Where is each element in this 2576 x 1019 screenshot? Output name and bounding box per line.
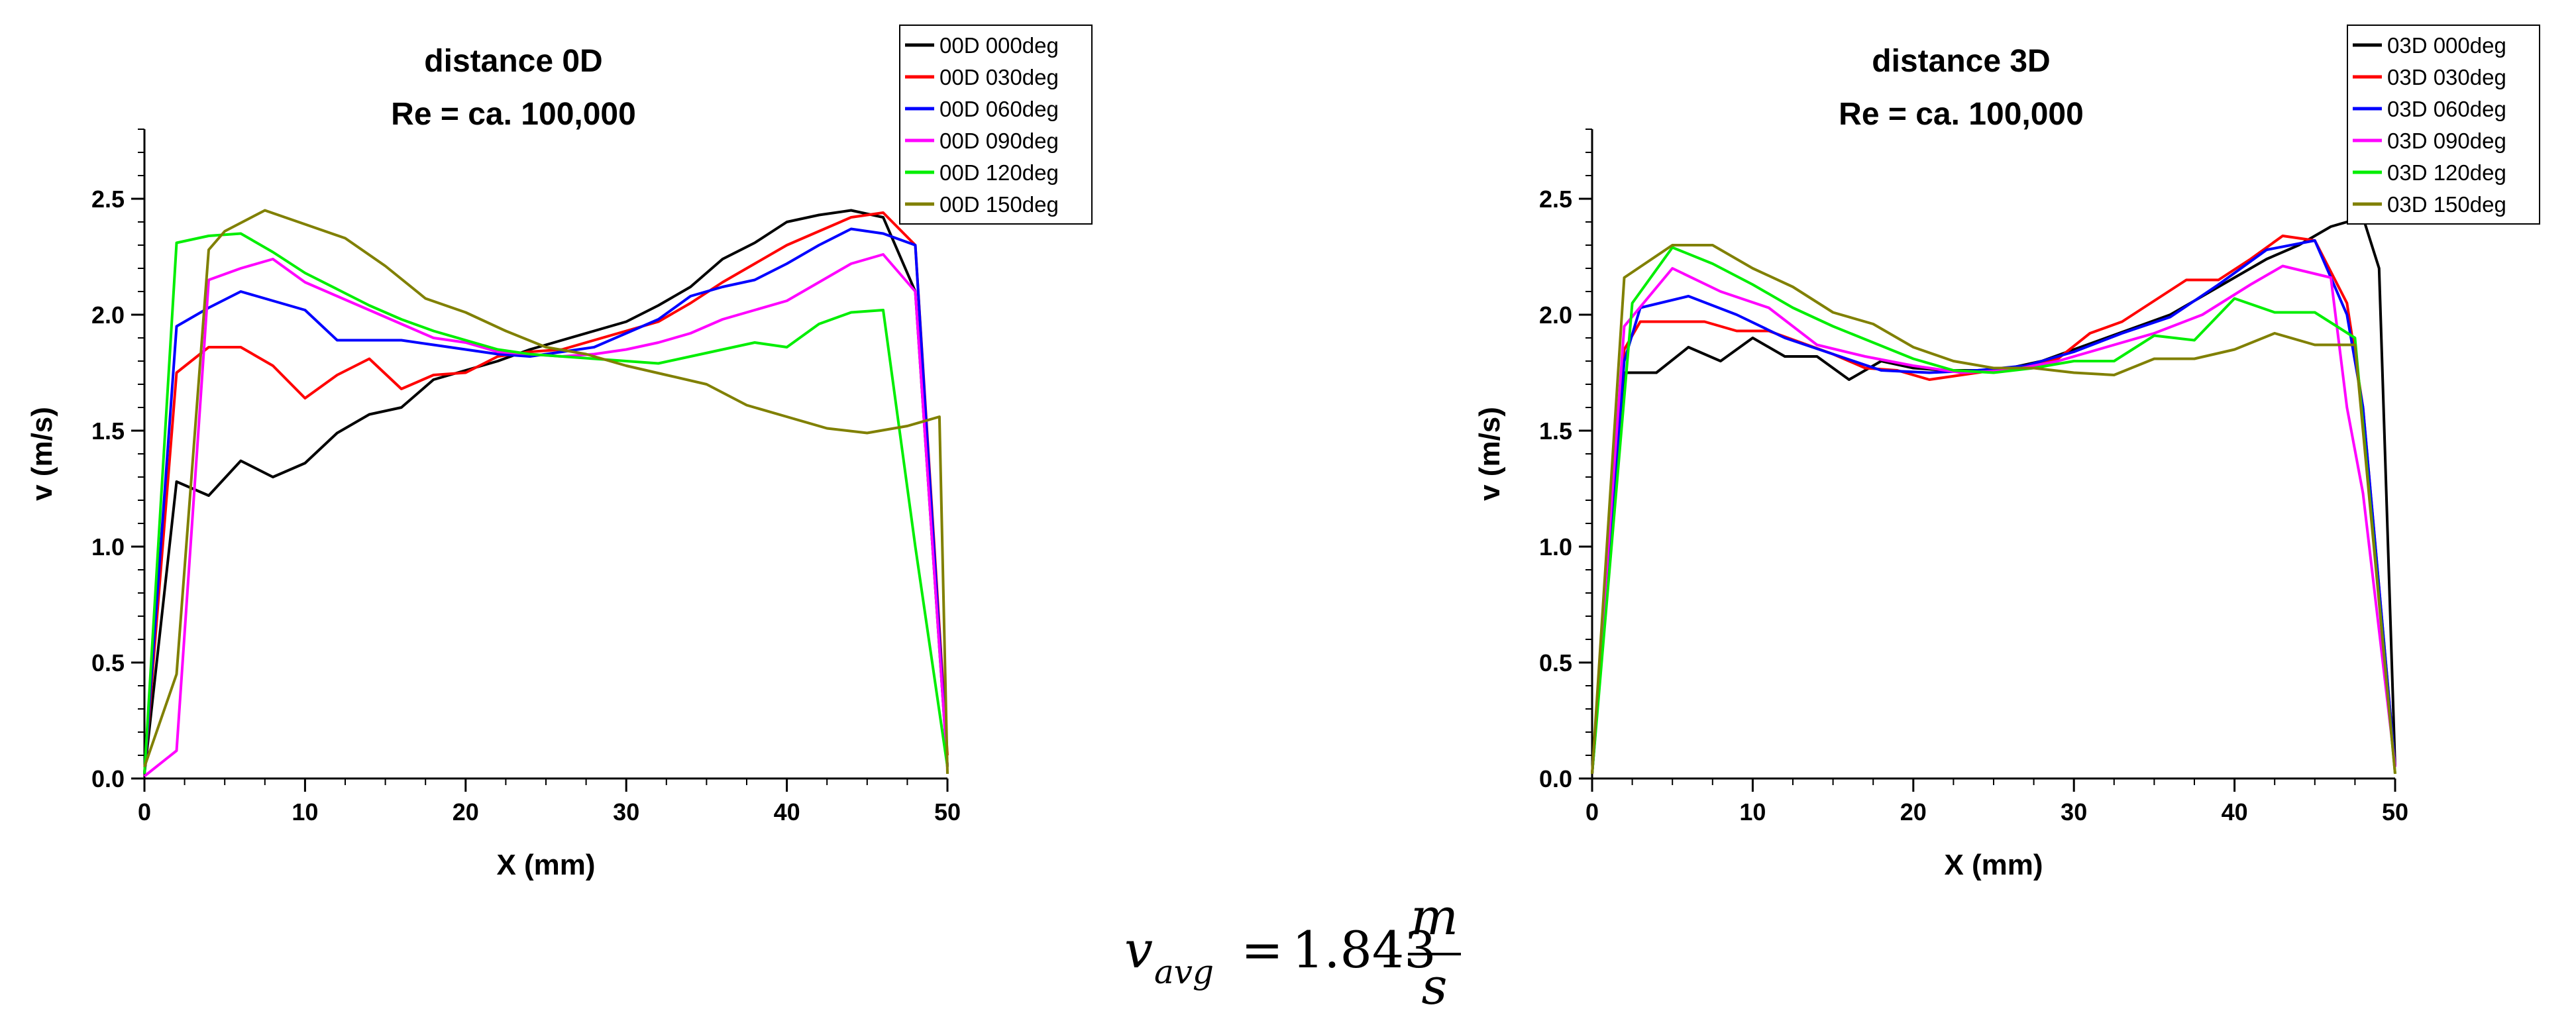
equation-value: 1.843 — [1292, 920, 1436, 979]
series-line-00d-090deg — [143, 253, 949, 778]
x-tick-label: 30 — [613, 798, 639, 826]
y-tick-label: 2.0 — [1539, 301, 1572, 329]
y-tick-label: 2.5 — [1539, 186, 1572, 213]
series-line-03d-030deg — [1591, 235, 2396, 775]
y-tick-label: 1.0 — [1539, 533, 1572, 561]
legend-label: 00D 090deg — [939, 129, 1059, 153]
legend: 00D 000deg 00D 030deg 00D 060deg 00D 090deg… — [899, 25, 1093, 225]
chart-title: distance 3D — [1872, 44, 2050, 79]
x-tick-label: 40 — [2222, 798, 2248, 826]
y-tick-label: 1.5 — [91, 417, 125, 445]
legend-label: 03D 150deg — [2387, 192, 2506, 217]
series-line-00d-120deg — [143, 232, 949, 775]
series-line-03d-150deg — [1591, 244, 2396, 775]
x-tick-label: 50 — [2382, 798, 2408, 826]
x-tick-label: 20 — [453, 798, 479, 826]
legend-label: 00D 060deg — [939, 97, 1059, 121]
series-line-03d-120deg — [1591, 246, 2396, 775]
series-line-00d-150deg — [143, 209, 949, 775]
legend-label: 00D 000deg — [939, 33, 1059, 58]
x-tick-label: 50 — [934, 798, 961, 826]
equation-variable: v — [1124, 920, 1153, 979]
y-axis-label: v (m/s) — [1474, 407, 1506, 501]
x-axis-label: X (mm) — [496, 849, 595, 881]
equation-subscript: avg — [1154, 953, 1214, 991]
chart-title: distance 0D — [424, 44, 602, 79]
legend-label: 00D 030deg — [939, 65, 1059, 89]
legend-label: 03D 120deg — [2387, 160, 2506, 185]
chart-distance-0d: distance 0D Re = ca. 100,000 0 10 20 30 40 50 0.… — [26, 25, 1093, 881]
chart-subtitle: Re = ca. 100,000 — [391, 97, 636, 132]
y-tick-label: 1.0 — [91, 533, 125, 561]
legend-label: 00D 150deg — [939, 192, 1059, 217]
x-tick-label: 20 — [1900, 798, 1927, 826]
equation-equals: = — [1241, 920, 1283, 979]
legend-label: 03D 060deg — [2387, 97, 2506, 121]
x-tick-label: 0 — [138, 798, 151, 826]
average-velocity-equation: v avg = 1.843 m s — [1124, 887, 1461, 1016]
x-tick-label: 10 — [292, 798, 318, 826]
y-tick-label: 2.5 — [91, 186, 125, 213]
legend-label: 03D 090deg — [2387, 129, 2506, 153]
series-line-03d-090deg — [1591, 264, 2396, 775]
x-tick-label: 10 — [1739, 798, 1766, 826]
equation-numerator: m — [1411, 887, 1458, 946]
y-tick-label: 0.0 — [1539, 765, 1572, 792]
y-tick-label: 1.5 — [1539, 417, 1572, 445]
series-line-03d-060deg — [1591, 239, 2396, 775]
y-tick-label: 0.5 — [1539, 649, 1572, 676]
chart-distance-3d: distance 3D Re = ca. 100,000 0 10 20 30 40 50 0.… — [1474, 25, 2540, 881]
x-axis-label: X (mm) — [1944, 849, 2043, 881]
x-tick-label: 0 — [1585, 798, 1599, 826]
series-line-00d-000deg — [143, 209, 949, 775]
legend-box — [899, 25, 1093, 225]
x-tick-label: 40 — [774, 798, 800, 826]
x-tick-label: 30 — [2061, 798, 2087, 826]
legend-label: 03D 030deg — [2387, 65, 2506, 89]
series-line-00d-030deg — [143, 211, 949, 775]
equation-denominator: s — [1421, 957, 1447, 1016]
legend-label: 03D 000deg — [2387, 33, 2506, 58]
chart-subtitle: Re = ca. 100,000 — [1839, 97, 2084, 132]
series-line-00d-060deg — [143, 227, 949, 775]
y-tick-label: 0.5 — [91, 649, 125, 676]
legend-box — [2347, 25, 2540, 225]
y-tick-label: 2.0 — [91, 301, 125, 329]
legend-label: 00D 120deg — [939, 160, 1059, 185]
y-axis-label: v (m/s) — [26, 407, 58, 501]
series-line-03d-000deg — [1591, 216, 2396, 775]
legend: 03D 000deg 03D 030deg 03D 060deg 03D 090deg… — [2347, 25, 2540, 225]
y-tick-label: 0.0 — [91, 765, 125, 792]
